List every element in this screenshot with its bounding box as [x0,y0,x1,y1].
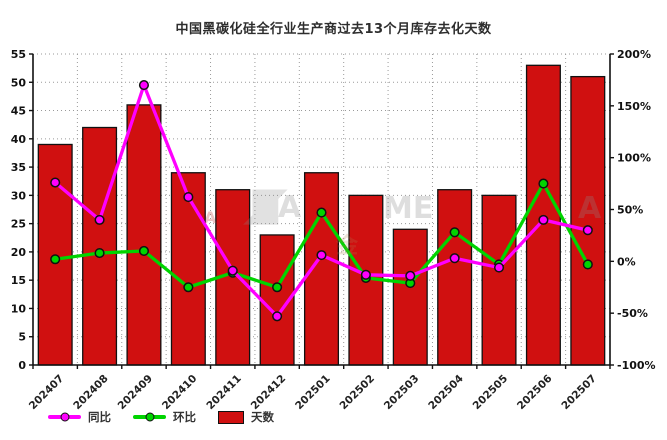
y-left-tick-label: 35 [11,161,26,174]
data-point [272,282,283,293]
data-point [272,311,283,322]
y-left-tick-label: 0 [18,359,26,372]
data-point [449,253,460,264]
legend-label-huanbi: 环比 [173,410,196,424]
data-point [405,270,416,281]
y-left-tick-label: 15 [11,274,26,287]
x-tick-label: 202506 [515,373,554,412]
tongbi-line-marker-icon [48,412,81,422]
tongbi-dot-icon [60,412,69,422]
data-point [227,265,238,276]
y-left-tick-label: 25 [11,218,26,231]
y-right-tick-label: -100% [617,359,656,372]
y-left-tick-label: 10 [11,302,27,315]
legend-item-tongbi: 同比 [48,409,111,425]
x-tick-label: 202504 [426,373,465,412]
y-left-tick-label: 45 [11,105,26,118]
data-point [538,214,549,225]
y-left-tick-label: 50 [11,76,27,89]
huanbi-line-marker-icon [133,412,166,422]
legend-label-tongbi: 同比 [88,410,111,424]
legend-item-huanbi: 环比 [133,409,196,425]
data-point [94,247,105,259]
bar [437,189,473,366]
y-left-tick-label: 5 [18,331,26,344]
x-tick-label: 202408 [71,373,110,412]
y-right-tick-label: 150% [617,100,651,113]
y-left-tick-label: 30 [11,189,27,202]
data-point [449,227,460,238]
data-point [50,254,61,265]
data-point [316,250,327,261]
data-point [360,269,371,280]
bar [392,228,428,366]
chart-title: 中国黑碳化硅全行业生产商过去13个月库存去化天数 [175,22,492,37]
data-point [50,177,61,188]
legend-item-tianshu: 天数 [218,409,274,425]
x-tick-label: 202505 [471,373,510,412]
bar [481,194,517,366]
legend: 同比 环比 天数 [48,409,274,425]
bar-swatch-icon [218,410,244,424]
huanbi-dot-icon [145,412,154,422]
y-right-tick-label: -50% [617,307,648,320]
x-tick-label: 202503 [382,373,421,412]
data-point [183,192,194,203]
data-point [316,207,327,218]
x-tick-label: 202412 [249,373,288,412]
data-point [493,262,505,273]
data-point [183,282,194,293]
bar [126,104,162,366]
x-tick-label: 202411 [204,373,243,412]
data-point [94,214,105,225]
bar [170,172,206,366]
y-right-tick-label: 50% [617,204,643,217]
y-right-tick-label: 0% [617,255,636,268]
line-series-tongbi [50,80,593,322]
bar [570,75,606,366]
data-point [138,80,150,91]
y-left-tick-label: 55 [11,48,26,61]
x-tick-label: 202409 [116,373,155,412]
x-tick-label: 202501 [293,373,332,412]
data-point [582,225,593,236]
y-right-tick-label: 100% [617,152,651,165]
data-point [582,259,593,270]
bar [82,126,118,366]
y-right-tick-label: 200% [617,48,651,61]
y-left-tick-label: 20 [11,246,27,259]
y-left-tick-label: 40 [11,133,27,146]
x-tick-label: 202507 [559,373,598,412]
x-tick-label: 202502 [338,373,377,412]
legend-label-tianshu: 天数 [251,410,274,424]
x-tick-label: 202407 [27,373,66,412]
data-point [138,245,150,257]
x-tick-label: 202410 [160,373,199,412]
data-point [538,178,549,189]
